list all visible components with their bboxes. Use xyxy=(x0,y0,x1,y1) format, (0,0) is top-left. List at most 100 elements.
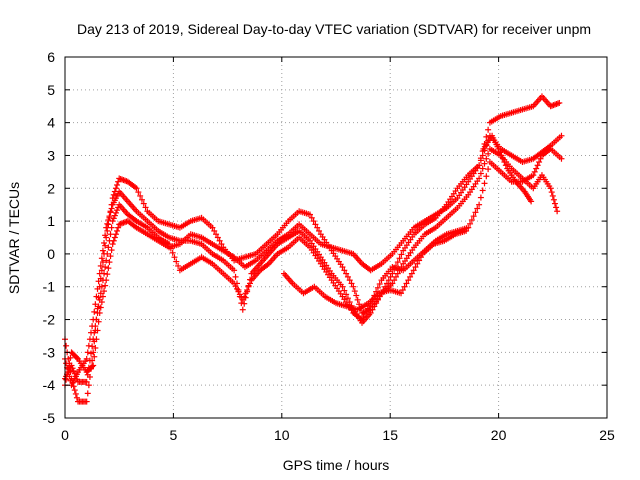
data-point xyxy=(534,162,541,169)
data-point xyxy=(239,306,246,313)
data-point xyxy=(241,293,248,300)
data-point xyxy=(239,296,246,303)
data-point xyxy=(389,270,396,277)
data-point xyxy=(88,350,95,357)
data-point xyxy=(348,280,355,287)
data-point xyxy=(94,285,101,292)
x-tick-label: 25 xyxy=(599,427,615,443)
data-point xyxy=(343,291,350,298)
data-point xyxy=(98,267,105,274)
data-point xyxy=(558,132,565,139)
data-point xyxy=(391,277,398,284)
data-point xyxy=(72,373,79,380)
data-point xyxy=(107,253,114,260)
data-point xyxy=(114,181,121,188)
data-point xyxy=(306,211,313,218)
data-point xyxy=(479,152,486,159)
data-point xyxy=(106,259,113,266)
data-point xyxy=(376,280,383,287)
y-axis-label: SDTVAR / TECUs xyxy=(6,182,22,294)
data-point xyxy=(173,258,180,265)
data-point xyxy=(476,162,483,169)
data-point xyxy=(408,270,415,277)
data-point xyxy=(558,155,565,162)
data-point xyxy=(485,166,492,173)
data-point xyxy=(85,382,92,389)
data-point xyxy=(98,283,105,290)
y-tick-label: 5 xyxy=(47,82,55,98)
data-point xyxy=(483,173,490,180)
data-point xyxy=(104,227,111,234)
data-point xyxy=(73,354,80,361)
data-point xyxy=(398,290,405,297)
data-point xyxy=(66,360,73,367)
data-point xyxy=(374,284,381,291)
plot-frame xyxy=(64,56,608,419)
data-point xyxy=(109,241,116,248)
data-point xyxy=(467,220,474,227)
data-point xyxy=(477,194,484,201)
data-point xyxy=(499,155,506,162)
data-point xyxy=(346,277,353,284)
data-point xyxy=(218,241,225,248)
data-point xyxy=(84,349,91,356)
data-point xyxy=(103,277,110,284)
axis-ticks xyxy=(64,56,608,419)
data-point xyxy=(110,215,117,222)
data-point xyxy=(133,185,140,192)
data-point xyxy=(98,299,105,306)
data-point xyxy=(63,342,70,349)
data-point xyxy=(533,165,540,172)
data-point xyxy=(108,205,115,212)
data-point xyxy=(310,218,317,225)
data-point xyxy=(89,363,96,370)
data-point xyxy=(83,355,90,362)
y-tick-label: 4 xyxy=(47,115,55,131)
data-point xyxy=(96,309,103,316)
data-point xyxy=(350,283,357,290)
data-point xyxy=(468,216,475,223)
data-point xyxy=(483,133,490,140)
x-tick-label: 5 xyxy=(170,427,178,443)
data-point xyxy=(106,213,113,220)
data-point xyxy=(479,187,486,194)
data-point xyxy=(171,254,178,261)
data-point xyxy=(109,218,116,225)
data-point xyxy=(114,227,121,234)
y-tick-label: 3 xyxy=(47,147,55,163)
data-point xyxy=(537,155,544,162)
data-point xyxy=(92,301,99,308)
data-point xyxy=(108,224,115,231)
data-point xyxy=(316,227,323,234)
data-point xyxy=(369,306,376,313)
data-point xyxy=(214,234,221,241)
data-point xyxy=(551,200,558,207)
data-point xyxy=(476,201,483,208)
data-point xyxy=(71,387,78,394)
data-point xyxy=(477,157,484,164)
y-tick-label: 2 xyxy=(47,180,55,196)
data-point xyxy=(99,293,106,300)
data-point xyxy=(548,189,555,196)
data-point xyxy=(90,362,97,369)
data-point xyxy=(351,288,358,295)
y-tick-label: -1 xyxy=(43,279,56,295)
data-point xyxy=(556,99,563,106)
data-point xyxy=(94,327,101,334)
data-point xyxy=(72,390,79,397)
data-point xyxy=(70,367,77,374)
y-tick-labels: -5 -4 -3 -2 -1 0 1 2 3 4 5 6 xyxy=(43,49,56,426)
data-point xyxy=(373,300,380,307)
data-point xyxy=(416,257,423,264)
data-point xyxy=(101,239,108,246)
data-point xyxy=(472,209,479,216)
y-tick-label: -4 xyxy=(43,377,56,393)
data-point xyxy=(95,318,102,325)
data-point xyxy=(485,126,492,133)
data-point xyxy=(417,254,424,261)
data-point xyxy=(102,282,109,289)
data-point xyxy=(83,378,90,385)
data-point xyxy=(247,280,254,287)
data-point xyxy=(83,398,90,405)
